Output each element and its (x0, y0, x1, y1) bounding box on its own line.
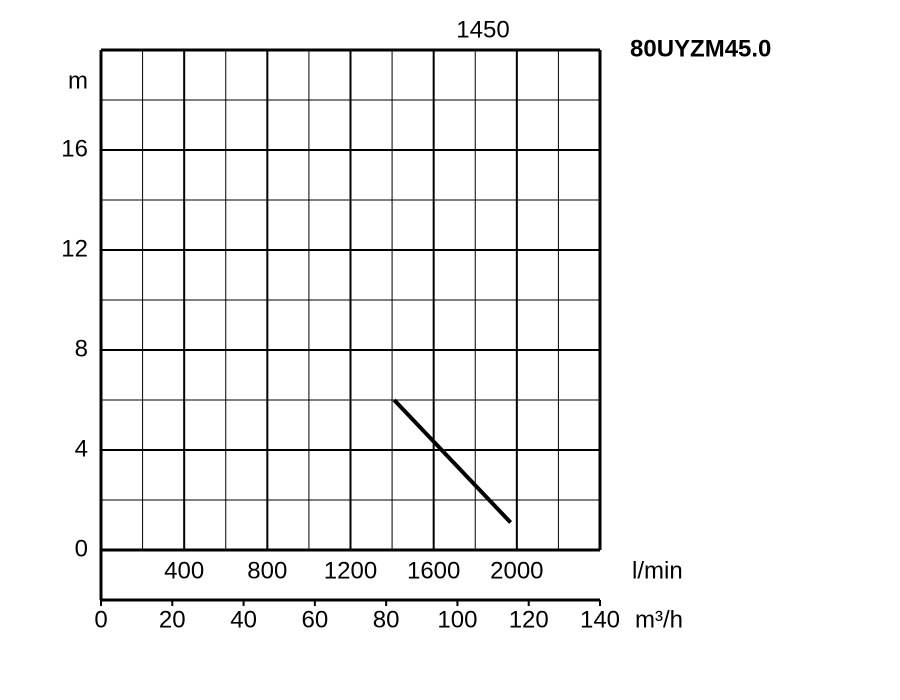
x-tick-label: 40 (230, 606, 257, 633)
y-tick-label: 16 (61, 135, 88, 162)
x-tick-label: 1600 (407, 557, 460, 584)
y-axis-label: m (68, 67, 88, 94)
x-axis-label: m³/h (635, 606, 683, 633)
x-tick-label: 140 (580, 606, 620, 633)
x-tick-label: 0 (94, 606, 107, 633)
y-tick-label: 0 (75, 535, 88, 562)
x-tick-label: 60 (302, 606, 329, 633)
chart-title: 80UYZM45.0 (630, 35, 771, 62)
speed-label: 1450 (456, 16, 509, 43)
x-tick-label: 20 (159, 606, 186, 633)
pump-curve (392, 398, 513, 524)
x-tick-label: 100 (437, 606, 477, 633)
x-tick-label: 800 (247, 557, 287, 584)
x-tick-label: 80 (373, 606, 400, 633)
x-axis-label: l/min (632, 557, 683, 584)
x-tick-label: 1200 (324, 557, 377, 584)
x-tick-label: 400 (164, 557, 204, 584)
y-tick-label: 8 (75, 335, 88, 362)
x-tick-label: 2000 (490, 557, 543, 584)
y-tick-label: 4 (75, 435, 88, 462)
x-tick-label: 120 (509, 606, 549, 633)
y-tick-label: 12 (61, 235, 88, 262)
